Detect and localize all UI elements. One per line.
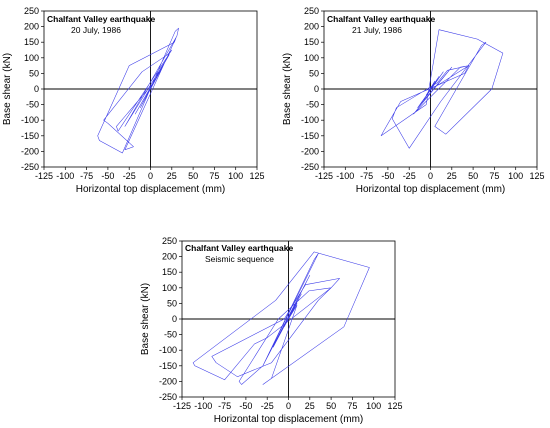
x-tick-label-3: -100 bbox=[194, 401, 212, 411]
x-tick-label-1: 100 bbox=[228, 171, 243, 181]
x-tick-label-1: 75 bbox=[209, 171, 219, 181]
axes-1: -125 -100 -75 -50 -25 0 25 50 75 100 1252502001501… bbox=[21, 6, 265, 181]
y-tick-label-1: 50 bbox=[29, 68, 39, 78]
chart-panel-2: -125 -100 -75 -50 -25 0 25 50 75 100 1252502001501… bbox=[282, 6, 545, 195]
hysteresis-curve-1 bbox=[97, 27, 179, 154]
y-tick-label-3: -200 bbox=[159, 376, 177, 386]
x-tick-label-3: 50 bbox=[326, 401, 336, 411]
y-tick-label-2: 50 bbox=[309, 68, 319, 78]
x-tick-label-1: -125 bbox=[35, 171, 53, 181]
y-tick-label-2: 0 bbox=[314, 84, 319, 94]
hysteresis-curve-3 bbox=[192, 251, 370, 385]
y-axis-label-2: Base shear (kN) bbox=[282, 53, 293, 125]
x-tick-label-3: 75 bbox=[347, 401, 357, 411]
chart-panel-3: -125 -100 -75 -50 -25 0 25 50 75 100 1252502001501… bbox=[140, 236, 403, 425]
x-tick-label-3: 125 bbox=[387, 401, 402, 411]
chart-title-3: Chalfant Valley earthquake bbox=[185, 243, 293, 253]
axes-3: -125 -100 -75 -50 -25 0 25 50 75 100 1252502001501… bbox=[159, 236, 403, 411]
x-tick-label-1: -75 bbox=[80, 171, 93, 181]
y-tick-label-2: 250 bbox=[304, 6, 319, 16]
chart-title-1: Chalfant Valley earthquake bbox=[47, 14, 155, 24]
x-tick-label-3: -75 bbox=[218, 401, 231, 411]
y-tick-label-2: -200 bbox=[301, 146, 319, 156]
x-axis-label-3: Horizontal top displacement (mm) bbox=[214, 414, 364, 425]
x-tick-label-2: 25 bbox=[447, 171, 457, 181]
y-tick-label-3: 50 bbox=[167, 298, 177, 308]
x-axis-label-2: Horizontal top displacement (mm) bbox=[356, 184, 506, 195]
x-tick-label-2: -125 bbox=[315, 171, 333, 181]
y-tick-label-2: 200 bbox=[304, 22, 319, 32]
x-tick-label-1: 0 bbox=[148, 171, 153, 181]
y-tick-label-1: 150 bbox=[24, 37, 39, 47]
x-tick-label-3: -50 bbox=[239, 401, 252, 411]
y-tick-label-1: -250 bbox=[21, 162, 39, 172]
y-tick-label-1: 250 bbox=[24, 6, 39, 16]
y-tick-label-1: -200 bbox=[21, 146, 39, 156]
axes-2: -125 -100 -75 -50 -25 0 25 50 75 100 1252502001501… bbox=[301, 6, 545, 181]
y-tick-label-1: -50 bbox=[26, 100, 39, 110]
y-tick-label-3: -100 bbox=[159, 345, 177, 355]
x-tick-label-3: -25 bbox=[261, 401, 274, 411]
x-tick-label-1: 25 bbox=[167, 171, 177, 181]
y-tick-label-3: 100 bbox=[162, 283, 177, 293]
y-tick-label-2: -50 bbox=[306, 100, 319, 110]
x-tick-label-2: 125 bbox=[529, 171, 544, 181]
y-tick-label-3: -50 bbox=[164, 330, 177, 340]
y-tick-label-2: 100 bbox=[304, 53, 319, 63]
chart-subtitle-1: 20 July, 1986 bbox=[71, 25, 121, 35]
x-tick-label-2: -25 bbox=[403, 171, 416, 181]
y-tick-label-3: 150 bbox=[162, 267, 177, 277]
y-tick-label-1: -100 bbox=[21, 115, 39, 125]
x-tick-label-1: -100 bbox=[56, 171, 74, 181]
x-tick-label-1: -25 bbox=[123, 171, 136, 181]
x-tick-label-2: 100 bbox=[508, 171, 523, 181]
x-tick-label-3: 25 bbox=[305, 401, 315, 411]
y-tick-label-2: -100 bbox=[301, 115, 319, 125]
y-tick-label-3: 250 bbox=[162, 236, 177, 246]
y-tick-label-2: -150 bbox=[301, 131, 319, 141]
x-tick-label-2: 75 bbox=[489, 171, 499, 181]
y-tick-label-3: -250 bbox=[159, 392, 177, 402]
y-tick-label-3: -150 bbox=[159, 361, 177, 371]
y-tick-label-1: -150 bbox=[21, 131, 39, 141]
y-tick-label-1: 200 bbox=[24, 22, 39, 32]
x-tick-label-2: -100 bbox=[336, 171, 354, 181]
x-tick-label-2: 50 bbox=[468, 171, 478, 181]
x-tick-label-2: -50 bbox=[381, 171, 394, 181]
chart-subtitle-3: Seismic sequence bbox=[205, 254, 274, 264]
x-tick-label-1: -50 bbox=[101, 171, 114, 181]
y-tick-label-2: 150 bbox=[304, 37, 319, 47]
y-axis-label-1: Base shear (kN) bbox=[2, 53, 13, 125]
y-tick-label-3: 0 bbox=[172, 314, 177, 324]
chart-panel-1: -125 -100 -75 -50 -25 0 25 50 75 100 1252502001501… bbox=[2, 6, 265, 195]
chart-subtitle-2: 21 July, 1986 bbox=[352, 25, 402, 35]
x-tick-label-3: 0 bbox=[286, 401, 291, 411]
hysteresis-curve-2 bbox=[380, 29, 504, 149]
x-tick-label-2: -75 bbox=[360, 171, 373, 181]
x-tick-label-2: 0 bbox=[428, 171, 433, 181]
y-tick-label-1: 100 bbox=[24, 53, 39, 63]
x-tick-label-3: -125 bbox=[173, 401, 191, 411]
y-axis-label-3: Base shear (kN) bbox=[140, 283, 151, 355]
y-tick-label-3: 200 bbox=[162, 252, 177, 262]
x-tick-label-1: 50 bbox=[188, 171, 198, 181]
x-tick-label-3: 100 bbox=[366, 401, 381, 411]
x-axis-label-1: Horizontal top displacement (mm) bbox=[76, 184, 226, 195]
y-tick-label-2: -250 bbox=[301, 162, 319, 172]
y-tick-label-1: 0 bbox=[34, 84, 39, 94]
x-tick-label-1: 125 bbox=[249, 171, 264, 181]
chart-title-2: Chalfant Valley earthquake bbox=[327, 14, 435, 24]
